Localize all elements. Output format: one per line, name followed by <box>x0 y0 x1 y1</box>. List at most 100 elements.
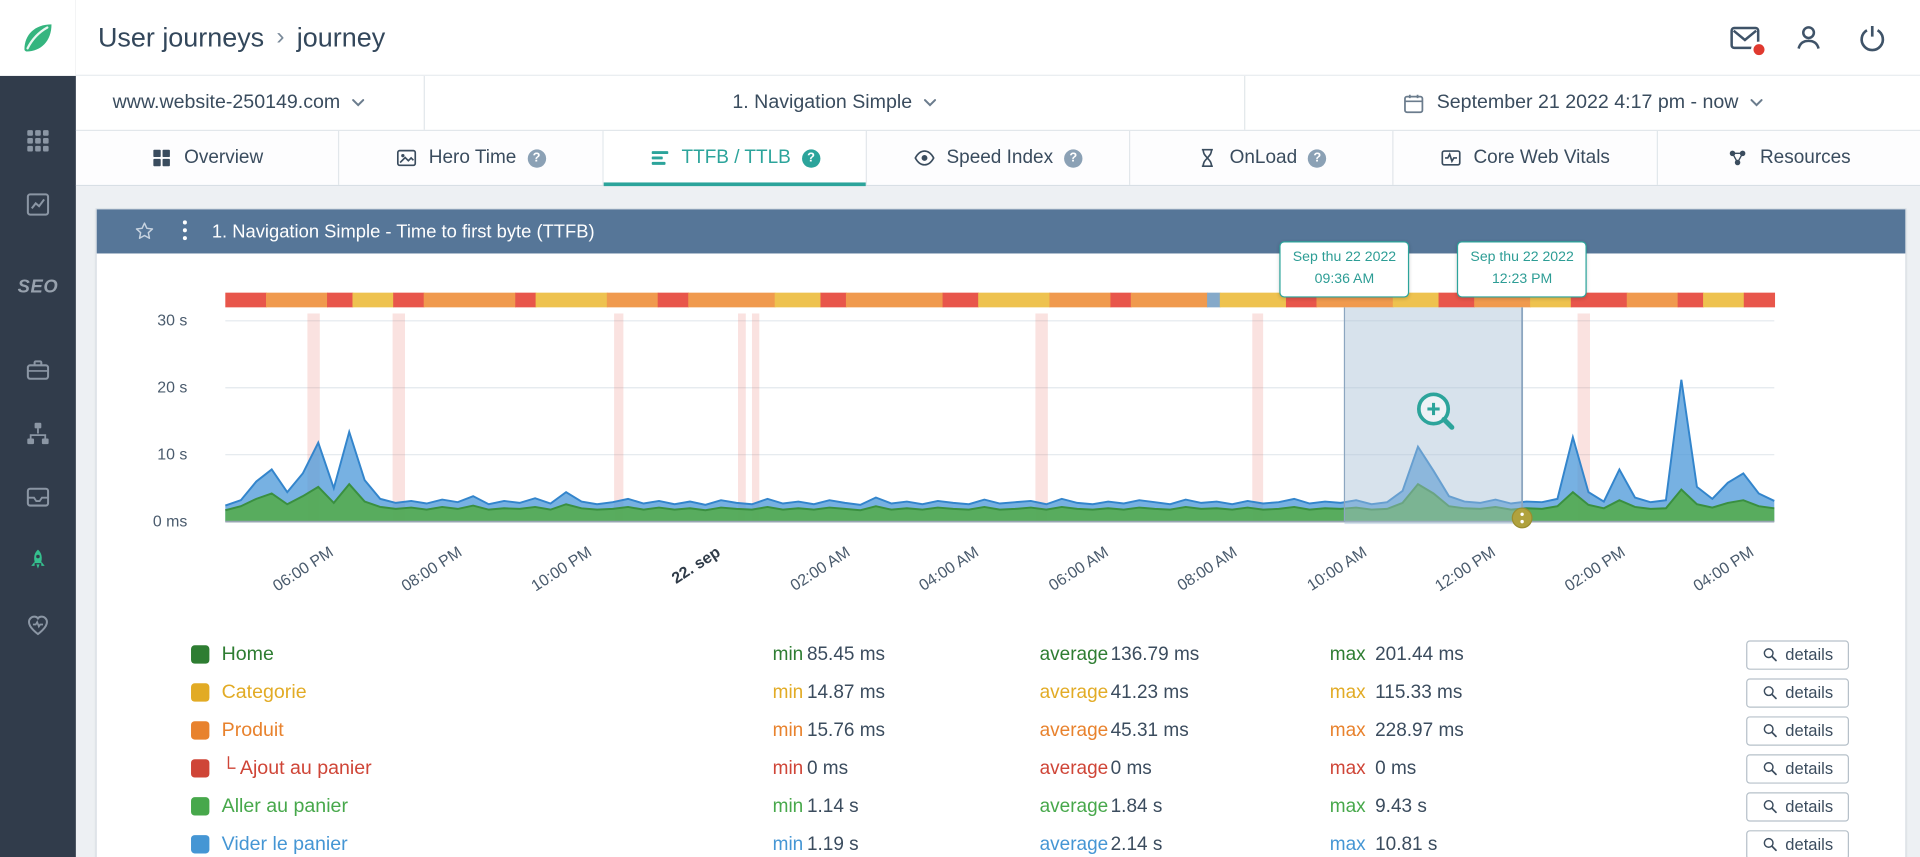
ttfb-chart[interactable]: 30 s 20 s 10 s 0 ms 06:00 PM 08:00 PM 10:00 PM… <box>97 253 1908 620</box>
x-axis-label: 22. sep <box>669 544 724 588</box>
tab-label: Speed Index <box>946 146 1054 168</box>
status-strip-segment <box>352 292 394 308</box>
details-button[interactable]: details <box>1746 677 1849 708</box>
help-icon[interactable]: ? <box>1308 148 1327 168</box>
status-strip-segment <box>515 292 537 308</box>
status-strip-segment <box>393 292 425 308</box>
x-axis-label: 02:00 PM <box>1562 544 1628 595</box>
legend-swatch <box>191 835 210 854</box>
status-strip-segment <box>820 292 847 308</box>
y-axis-label: 10 s <box>157 447 187 464</box>
stat-min-label: min <box>772 681 804 703</box>
stat-max-label: max <box>1329 795 1366 817</box>
legend-swatch <box>191 797 210 816</box>
x-axis-label: 06:00 PM <box>270 544 336 595</box>
details-button[interactable]: details <box>1746 753 1849 784</box>
selection-handle[interactable] <box>1511 507 1533 529</box>
tab-overview[interactable]: Overview <box>76 131 340 185</box>
selection-start-tooltip: Sep thu 22 2022 09:36 AM <box>1279 241 1410 298</box>
panel-header: 1. Navigation Simple - Time to first byt… <box>96 209 1906 254</box>
details-button[interactable]: details <box>1746 829 1849 857</box>
series-line-green <box>225 482 1775 512</box>
sidebar-item-briefcase[interactable] <box>24 356 51 383</box>
sidebar-item-user-journeys-rocket[interactable] <box>24 547 51 574</box>
content-area: 1. Navigation Simple - Time to first byt… <box>75 186 1920 857</box>
unread-badge <box>1751 41 1767 57</box>
stat-min-value: 14.87 ms <box>806 681 886 703</box>
breadcrumb-section[interactable]: User journeys <box>97 21 265 53</box>
status-strip-segment <box>942 292 979 308</box>
stat-average-value: 0 ms <box>1110 757 1152 779</box>
y-axis-label: 0 ms <box>153 514 188 531</box>
website-selector[interactable]: www.website-250149.com <box>76 75 425 130</box>
daterange-selector[interactable]: September 21 2022 4:17 pm - now <box>1245 76 1920 130</box>
magnifier-icon <box>1763 837 1777 852</box>
legend-row: Produit min 15.76 ms average 45.31 ms max 228.… <box>97 711 1906 749</box>
magnifier-icon <box>1763 799 1777 814</box>
tab-ttfb-ttlb[interactable]: TTFB / TTLB ? <box>603 131 867 187</box>
tab-label: TTFB / TTLB <box>681 146 791 168</box>
status-strip-segment <box>535 292 608 308</box>
help-icon[interactable]: ? <box>1064 148 1083 168</box>
legend-label: Home <box>221 643 274 665</box>
breadcrumb-separator-icon: › <box>276 23 285 51</box>
stat-max-label: max <box>1329 643 1366 665</box>
sidebar-item-analytics[interactable] <box>24 191 51 218</box>
stat-min-value: 15.76 ms <box>806 719 886 741</box>
details-button[interactable]: details <box>1746 791 1849 822</box>
stat-average-label: average <box>1039 681 1109 703</box>
stat-min-value: 0 ms <box>806 757 849 779</box>
stat-average-label: average <box>1039 833 1109 855</box>
status-strip-segment <box>1626 292 1679 308</box>
favorite-star-icon[interactable] <box>133 220 155 242</box>
stat-min-label: min <box>772 719 804 741</box>
messages-button[interactable] <box>1729 21 1767 57</box>
sidebar-item-seo[interactable]: SEO <box>17 276 59 298</box>
details-button[interactable]: details <box>1746 715 1849 746</box>
tab-core-web-vitals[interactable]: Core Web Vitals <box>1394 131 1658 185</box>
legend-label: Categorie <box>221 681 307 703</box>
tab-label: Hero Time <box>428 146 517 168</box>
stat-max-value: 228.97 ms <box>1375 719 1464 741</box>
sidebar-item-apps[interactable] <box>24 127 51 154</box>
tab-hero-time[interactable]: Hero Time ? <box>340 131 604 185</box>
legend-swatch <box>191 759 210 778</box>
scenario-selector[interactable]: 1. Navigation Simple <box>425 75 1246 130</box>
stat-max-label: max <box>1329 833 1366 855</box>
account-button[interactable] <box>1793 21 1825 53</box>
details-button[interactable]: details <box>1746 639 1849 670</box>
help-icon[interactable]: ? <box>527 148 546 168</box>
envelope-icon <box>1730 26 1760 49</box>
legend-swatch <box>191 721 210 740</box>
logout-button[interactable] <box>1856 21 1888 53</box>
zoom-in-icon[interactable] <box>1416 392 1455 430</box>
stat-average-label: average <box>1039 757 1109 779</box>
panel-menu-button[interactable] <box>179 218 200 245</box>
x-axis-label: 10:00 AM <box>1304 544 1370 595</box>
logo-leaf-icon[interactable] <box>0 0 76 76</box>
legend-swatch <box>191 645 210 664</box>
sidebar-item-sitemap[interactable] <box>24 420 51 447</box>
sidebar-nav: SEO <box>0 76 76 638</box>
ttfb-chart-svg[interactable]: 30 s 20 s 10 s 0 ms 06:00 PM 08:00 PM 10:00 PM… <box>97 253 1908 620</box>
ttfb-panel: 1. Navigation Simple - Time to first byt… <box>95 208 1908 857</box>
details-button-label: details <box>1785 721 1834 740</box>
tab-speed-index[interactable]: Speed Index ? <box>867 131 1131 185</box>
legend-row: Home min 85.45 ms average 136.79 ms max 201.44… <box>97 636 1906 674</box>
status-strip-segment <box>1743 292 1776 308</box>
eye-icon <box>914 150 935 166</box>
stat-min-label: min <box>772 643 804 665</box>
panel-title: 1. Navigation Simple - Time to first byt… <box>211 221 595 242</box>
tab-resources[interactable]: Resources <box>1658 131 1920 185</box>
tiles-icon <box>153 149 171 167</box>
header-actions <box>1729 21 1888 57</box>
stat-average-value: 2.14 s <box>1110 833 1163 855</box>
help-icon[interactable]: ? <box>801 148 821 168</box>
details-button-label: details <box>1785 759 1834 778</box>
stat-max-label: max <box>1329 719 1366 741</box>
status-strip-segment <box>1219 292 1287 308</box>
sidebar-item-health-heart-icon[interactable] <box>24 611 51 638</box>
sidebar-item-archive[interactable] <box>24 484 51 511</box>
x-axis-label: 10:00 PM <box>529 544 595 595</box>
tab-onload[interactable]: OnLoad ? <box>1130 131 1394 185</box>
